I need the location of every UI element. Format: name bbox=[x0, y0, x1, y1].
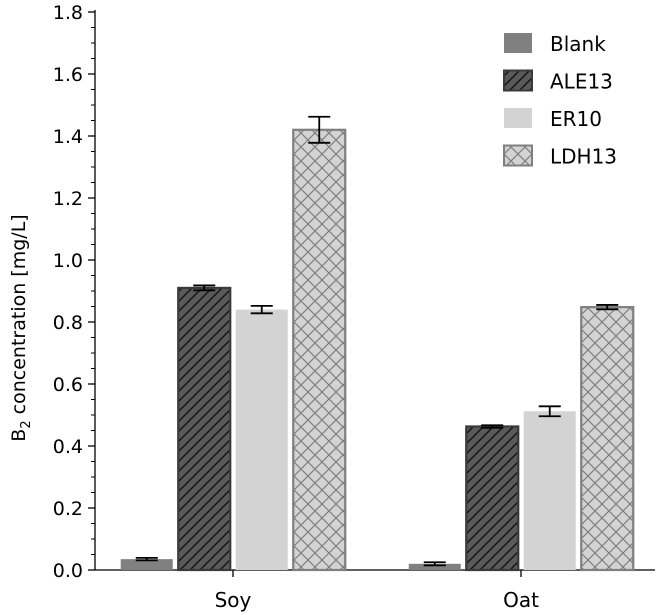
bars bbox=[120, 115, 635, 572]
legend-swatch bbox=[504, 33, 532, 53]
y-tick-label: 0.6 bbox=[53, 374, 83, 396]
error-bar-ale13-oat bbox=[481, 424, 504, 429]
x-tick-label: Oat bbox=[503, 588, 539, 612]
legend-swatch bbox=[504, 108, 532, 128]
y-tick-label: 0.0 bbox=[53, 560, 83, 582]
error-bar-ldh13-oat bbox=[596, 304, 619, 311]
legend-item-ale13: ALE13 bbox=[503, 69, 613, 94]
bar-ldh13-oat bbox=[580, 306, 635, 572]
y-tick-label: 1.8 bbox=[53, 2, 83, 24]
y-tick-label: 0.2 bbox=[53, 498, 83, 520]
x-axis: Soy Oat bbox=[95, 569, 655, 612]
legend-label: LDH13 bbox=[550, 145, 617, 169]
error-bar-blank-oat bbox=[423, 561, 446, 567]
y-axis-label: B2 concentration [mg/L] bbox=[8, 214, 34, 441]
error-bar-er10-soy bbox=[250, 304, 273, 315]
legend-swatch bbox=[503, 69, 533, 92]
error-bar-er10-oat bbox=[538, 405, 561, 418]
y-tick-label: 1.6 bbox=[53, 64, 83, 86]
bar-er10-soy bbox=[235, 309, 288, 570]
y-tick-label: 1.0 bbox=[53, 250, 83, 272]
error-bar-blank-soy bbox=[135, 557, 158, 562]
legend-label: ER10 bbox=[550, 107, 602, 131]
legend-item-er10: ER10 bbox=[504, 107, 602, 131]
error-bar-ale13-soy bbox=[193, 284, 216, 292]
y-tick-label: 1.2 bbox=[53, 188, 83, 210]
bar-blank-soy bbox=[120, 559, 173, 570]
legend-item-ldh13: LDH13 bbox=[503, 144, 617, 169]
y-tick-label: 1.4 bbox=[53, 126, 83, 148]
bar-ale13-oat bbox=[465, 425, 520, 572]
bar-ldh13-soy bbox=[292, 128, 347, 572]
legend-label: ALE13 bbox=[550, 70, 613, 94]
legend-swatch bbox=[503, 144, 533, 167]
bar-ale13-soy bbox=[177, 286, 232, 572]
y-tick-label: 0.4 bbox=[53, 436, 83, 458]
legend: Blank ALE13 ER10 LDH13 bbox=[503, 32, 617, 169]
y-tick-label: 0.8 bbox=[53, 312, 83, 334]
y-axis: 0.0 0.2 0.4 0.6 0.8 1.0 1.2 1.4 1.6 1.8 bbox=[53, 2, 96, 582]
bar-blank-oat bbox=[408, 563, 461, 570]
error-bar-ldh13-soy bbox=[308, 115, 331, 144]
legend-label: Blank bbox=[550, 32, 606, 56]
bar-er10-oat bbox=[523, 411, 576, 570]
legend-item-blank: Blank bbox=[504, 32, 606, 56]
x-tick-label: Soy bbox=[215, 588, 252, 612]
